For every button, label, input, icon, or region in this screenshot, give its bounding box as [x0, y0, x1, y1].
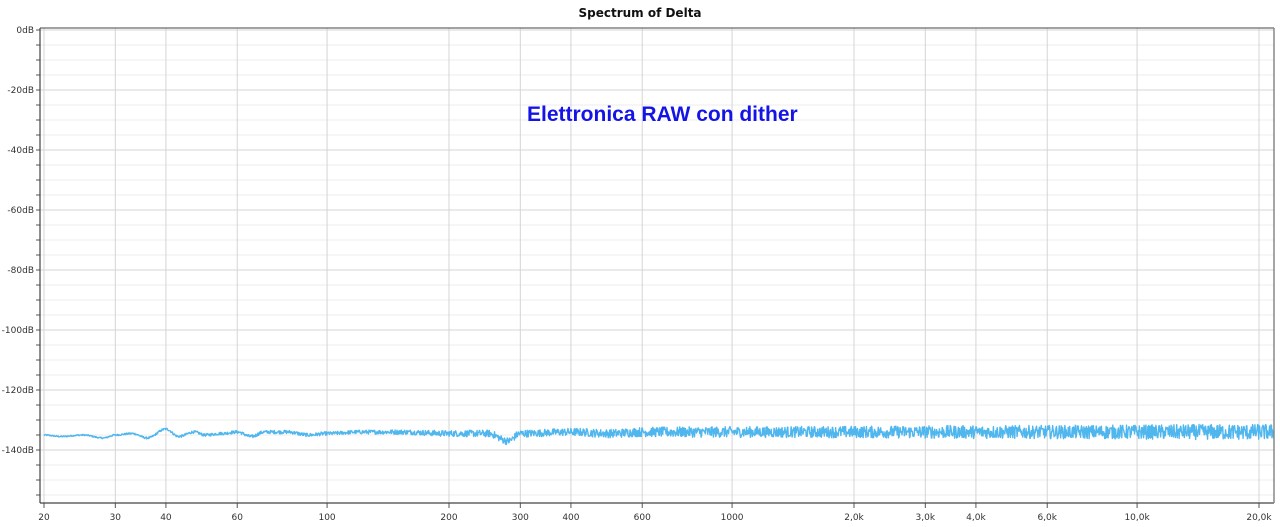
x-tick-label: 30: [110, 513, 122, 523]
axes: [36, 27, 1275, 508]
major-gridlines: [40, 28, 1274, 503]
x-tick-label: 6,0k: [1037, 513, 1057, 523]
x-tick-label: 1000: [721, 513, 744, 523]
y-tick-label: -100dB: [2, 326, 34, 336]
spectrum-trace: [43, 423, 1275, 446]
x-tick-label: 100: [318, 513, 335, 523]
y-tick-label: 0dB: [16, 26, 34, 36]
y-tick-label: -60dB: [7, 206, 34, 216]
x-tick-label: 2,0k: [844, 513, 864, 523]
y-tick-label: -80dB: [7, 266, 34, 276]
spectrum-line: [43, 423, 1275, 446]
y-tick-label: -40dB: [7, 146, 34, 156]
y-tick-label: -120dB: [2, 386, 34, 396]
x-tick-label: 400: [562, 513, 579, 523]
x-tick-label: 40: [160, 513, 172, 523]
x-tick-label: 600: [634, 513, 651, 523]
x-tick-label: 10,0k: [1124, 513, 1150, 523]
x-axis-ticks: 20 30 40 60 100 200 300 400 600 1000 2,0k 3,0k 4,0k 6…: [38, 513, 1272, 523]
chart-annotation: Elettronica RAW con dither: [527, 103, 798, 126]
chart-title: Spectrum of Delta: [578, 6, 702, 20]
x-tick-label: 3,0k: [916, 513, 936, 523]
y-tick-label: -140dB: [2, 446, 34, 456]
x-tick-label: 20,0k: [1246, 513, 1272, 523]
x-tick-label: 4,0k: [966, 513, 986, 523]
x-tick-label: 60: [232, 513, 244, 523]
x-tick-label: 200: [440, 513, 457, 523]
x-tick-label: 300: [512, 513, 529, 523]
x-tick-label: 20: [38, 513, 50, 523]
y-tick-label: -20dB: [7, 86, 34, 96]
y-axis-ticks: 0dB -20dB -40dB -60dB -80dB -100dB -120dB -140d…: [2, 26, 34, 456]
